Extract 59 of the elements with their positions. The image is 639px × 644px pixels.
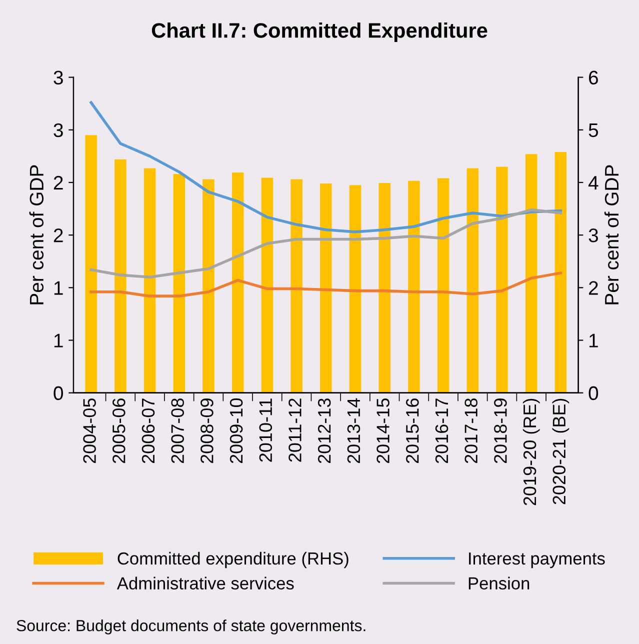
y-tick-label: 3 <box>54 70 63 85</box>
y2-tick-label: 1 <box>590 334 598 348</box>
legend-label: Interest payments <box>469 552 605 568</box>
y-tick-label: 3 <box>54 123 63 138</box>
bar <box>144 168 156 393</box>
x-tick-label: 2016-17 <box>435 398 448 464</box>
bar <box>114 159 126 393</box>
y2-tick-label: 5 <box>588 124 598 138</box>
bar <box>173 174 186 393</box>
x-tick-label: 2008-09 <box>200 398 214 464</box>
x-tick-label: 2004-05 <box>83 398 96 464</box>
legend-label: Administrative services <box>116 576 294 590</box>
y2-tick-label: 0 <box>588 386 598 400</box>
x-tick-label: 2015-16 <box>406 398 419 464</box>
x-tick-label: 2019-20 (RE) <box>522 398 540 506</box>
legend-label: Committed expenditure (RHS) <box>118 552 348 568</box>
x-tick-label: 2014-15 <box>376 398 390 464</box>
x-tick-label: 2020-21 (BE) <box>552 398 570 504</box>
y2-tick-label: 2 <box>588 281 598 295</box>
x-tick-label: 2013-14 <box>347 398 360 464</box>
x-tick-label: 2011-12 <box>288 398 302 462</box>
y2-tick-label: 6 <box>589 70 598 85</box>
bar <box>378 182 390 393</box>
bar <box>85 135 97 393</box>
y2-tick-label: 3 <box>588 228 598 242</box>
bar <box>290 179 302 393</box>
x-tick-label: 2010-11 <box>259 398 272 462</box>
x-tick-label: 2009-10 <box>230 398 243 464</box>
x-tick-label: 2007-08 <box>171 398 184 464</box>
y-axis-title: Per cent of GDP <box>29 165 44 304</box>
bar <box>202 179 214 393</box>
y-tick-label: 1 <box>54 281 63 295</box>
bar <box>437 178 450 393</box>
x-tick-label: 2018-19 <box>494 398 507 464</box>
y2-axis-title: Per cent of GDP <box>604 165 619 304</box>
bar <box>466 168 479 393</box>
y-tick-label: 2 <box>54 176 63 190</box>
bar <box>525 154 538 393</box>
source-note: Source: Budget documents of state governments. <box>16 620 366 634</box>
x-tick-label: 2017-18 <box>464 398 478 464</box>
y-tick-label: 1 <box>54 334 63 348</box>
bar <box>232 172 244 393</box>
bar <box>349 185 362 393</box>
y2-tick-label: 4 <box>588 176 598 190</box>
x-tick-label: 2006-07 <box>142 398 155 464</box>
legend-label: Pension <box>468 576 530 590</box>
bar <box>320 184 332 393</box>
chart-title: Chart II.7: Committed Expenditure <box>152 22 488 42</box>
bar <box>408 180 420 393</box>
x-tick-label: 2005-06 <box>112 398 126 464</box>
bar <box>496 166 508 393</box>
y-tick-label: 0 <box>54 386 64 400</box>
line-series <box>90 101 562 234</box>
y-tick-label: 2 <box>54 228 63 242</box>
bar <box>554 152 567 393</box>
line-series <box>90 208 562 279</box>
line-series <box>90 272 562 298</box>
bar <box>261 178 274 393</box>
x-tick-label: 2012-13 <box>318 398 331 464</box>
